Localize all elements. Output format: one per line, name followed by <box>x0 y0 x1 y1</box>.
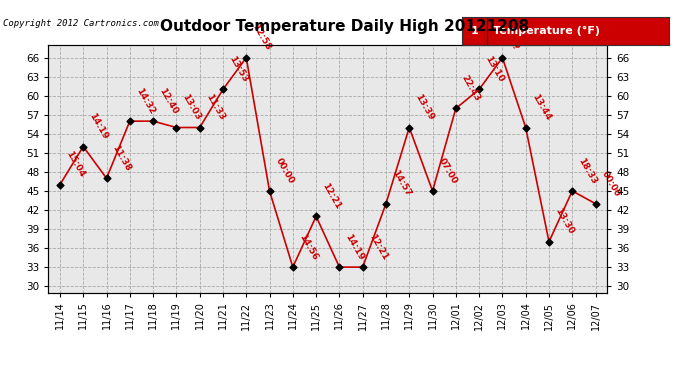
Text: 12:21: 12:21 <box>367 232 389 261</box>
Point <box>380 201 391 207</box>
Point <box>357 264 368 270</box>
Text: 14:56: 14:56 <box>297 232 319 261</box>
Text: 22:43: 22:43 <box>460 74 482 103</box>
Point <box>287 264 298 270</box>
Point <box>497 55 508 61</box>
Text: 1?: 1? <box>506 38 520 52</box>
Point <box>124 118 135 124</box>
Point <box>566 188 578 194</box>
Text: 13:39: 13:39 <box>413 93 435 122</box>
Text: Temperature (°F): Temperature (°F) <box>493 26 600 36</box>
Text: 1: 1 <box>471 26 479 36</box>
Text: 11:33: 11:33 <box>204 93 226 122</box>
Text: 00:00: 00:00 <box>274 156 295 185</box>
Text: Copyright 2012 Cartronics.com: Copyright 2012 Cartronics.com <box>3 19 159 28</box>
Point <box>404 124 415 130</box>
Text: 12:21: 12:21 <box>320 182 342 211</box>
Text: 13:03: 13:03 <box>181 93 203 122</box>
Text: 14:32: 14:32 <box>134 86 156 116</box>
Text: 00:00: 00:00 <box>600 169 622 198</box>
Text: 13:30: 13:30 <box>553 207 575 236</box>
Text: 14:19: 14:19 <box>88 111 110 141</box>
Text: 11:38: 11:38 <box>110 143 132 173</box>
Text: 12:58: 12:58 <box>250 23 273 52</box>
Text: Outdoor Temperature Daily High 20121208: Outdoor Temperature Daily High 20121208 <box>161 19 529 34</box>
Bar <box>462 17 487 45</box>
Point <box>148 118 159 124</box>
Point <box>78 144 89 150</box>
Point <box>590 201 601 207</box>
Point <box>55 182 66 188</box>
Text: 14:19: 14:19 <box>344 232 366 261</box>
Point <box>264 188 275 194</box>
Point <box>451 105 462 111</box>
Point <box>310 213 322 219</box>
Point <box>241 55 252 61</box>
Text: 15:04: 15:04 <box>64 150 86 179</box>
Text: 12:40: 12:40 <box>157 86 179 116</box>
Text: 18:33: 18:33 <box>576 156 598 185</box>
Text: 07:00: 07:00 <box>437 156 459 185</box>
Point <box>101 175 112 181</box>
Text: 13:53: 13:53 <box>227 55 249 84</box>
Point <box>334 264 345 270</box>
Point <box>217 86 228 92</box>
Text: 14:57: 14:57 <box>390 169 413 198</box>
Text: 13:10: 13:10 <box>483 55 505 84</box>
Point <box>473 86 484 92</box>
Point <box>520 124 531 130</box>
Point <box>171 124 182 130</box>
Point <box>544 239 555 245</box>
Text: 13:44: 13:44 <box>530 93 552 122</box>
Point <box>194 124 205 130</box>
Point <box>427 188 438 194</box>
